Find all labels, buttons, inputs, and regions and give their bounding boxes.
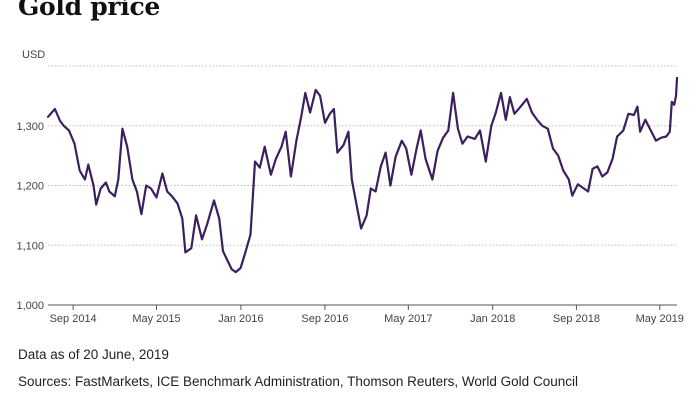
y-axis-unit-label: USD	[22, 49, 45, 61]
x-tick-label: Sep 2016	[301, 313, 348, 325]
y-tick-label: 1,300	[16, 121, 44, 133]
x-axis-ticks: Sep 2014 May 2015 Jan 2016 Sep 2016 May 2017…	[50, 305, 684, 325]
x-tick-label: May 2017	[384, 313, 432, 325]
gridlines	[48, 65, 677, 246]
sources-note: Sources: FastMarkets, ICE Benchmark Admi…	[18, 374, 578, 389]
x-tick-label: May 2019	[636, 313, 684, 325]
chart-title: Gold price	[18, 0, 160, 21]
x-tick-label: Jan 2016	[218, 313, 263, 325]
y-axis-ticks: 1,000 1,100 1,200 1,300	[16, 121, 44, 312]
gold-price-line-chart: USD 1,000 1,100 1,200 1,300 Sep 2014 May 201…	[16, 49, 684, 325]
gold-price-series-line	[46, 76, 679, 274]
x-tick-label: Sep 2014	[50, 313, 97, 325]
x-tick-label: Jan 2018	[470, 313, 515, 325]
x-tick-label: May 2015	[132, 313, 180, 325]
x-tick-label: Sep 2018	[553, 313, 600, 325]
data-date-note: Data as of 20 June, 2019	[18, 347, 169, 362]
y-tick-label: 1,200	[16, 181, 44, 193]
y-tick-label: 1,000	[16, 300, 44, 312]
y-tick-label: 1,100	[16, 240, 44, 252]
